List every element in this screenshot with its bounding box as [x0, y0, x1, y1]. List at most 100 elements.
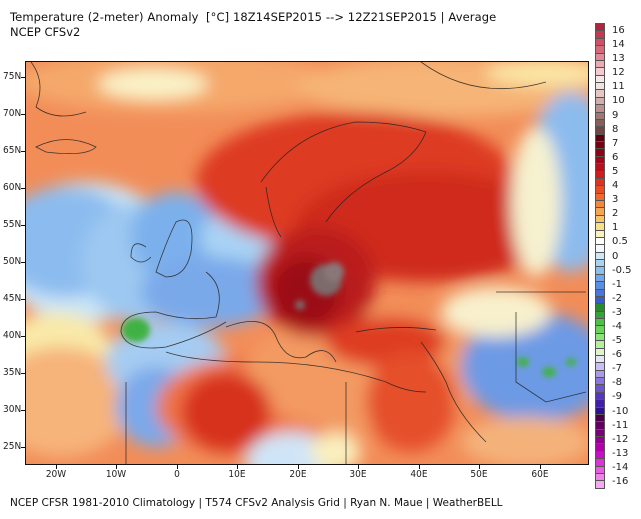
colorbar-cell [595, 319, 605, 327]
colorbar-cell [595, 83, 605, 91]
colorbar-cell [595, 119, 605, 128]
colorbar-cell [595, 252, 605, 260]
lon-tick [419, 465, 420, 469]
colorbar-cell [595, 142, 605, 150]
colorbar-cell [595, 90, 605, 98]
colorbar-label: -10 [612, 405, 629, 417]
colorbar-label: -5 [612, 335, 622, 347]
lat-label: 25N [3, 441, 22, 452]
colorbar-cell [595, 400, 605, 408]
colorbar-cell [595, 193, 605, 201]
colorbar-cell [595, 407, 605, 415]
colorbar-cell [595, 466, 605, 474]
colorbar-cell [595, 282, 605, 290]
lon-label: 50E [470, 469, 488, 480]
lat-label: 60N [3, 182, 22, 193]
lat-tick [21, 373, 25, 374]
lat-tick [21, 225, 25, 226]
colorbar-label: 3 [612, 194, 619, 206]
lon-label: 60E [531, 469, 549, 480]
colorbar-cell [595, 289, 605, 297]
colorbar-cell [595, 267, 605, 275]
lat-label: 75N [3, 71, 22, 82]
colorbar-label: -3 [612, 306, 622, 318]
colorbar-cell [595, 341, 605, 349]
colorbar-label: 9 [612, 109, 619, 121]
colorbar-label: 0.5 [612, 236, 628, 248]
colorbar-label: 2 [612, 208, 619, 220]
colorbar-cell [595, 451, 605, 460]
lon-label: 30E [349, 469, 367, 480]
colorbar-cell [595, 171, 605, 179]
colorbar-label: -16 [612, 476, 629, 487]
lon-tick [116, 465, 117, 469]
lon-tick [177, 465, 178, 469]
colorbar-cell [595, 326, 605, 334]
colorbar-label: -12 [612, 433, 629, 445]
colorbar-label: -2 [612, 292, 622, 304]
colorbar-cell [595, 127, 605, 135]
credits-footer: NCEP CFSR 1981-2010 Climatology | T574 C… [10, 497, 503, 509]
colorbar-cell [595, 437, 605, 445]
lat-tick [21, 336, 25, 337]
lat-label: 35N [3, 367, 22, 378]
lon-tick [540, 465, 541, 469]
colorbar-label: 12 [612, 67, 625, 79]
lat-label: 40N [3, 330, 22, 341]
colorbar-cell [595, 481, 605, 489]
colorbar-cell [595, 444, 605, 452]
lon-label: 10E [228, 469, 246, 480]
colorbar-cell [595, 215, 605, 224]
colorbar-label: -4 [612, 320, 622, 332]
colorbar-cell [595, 296, 605, 305]
colorbar-label: -6 [612, 349, 622, 361]
lat-tick [21, 151, 25, 152]
colorbar-cell [595, 149, 605, 157]
colorbar-cell [595, 459, 605, 467]
colorbar-cell [595, 178, 605, 187]
colorbar-cell [595, 473, 605, 482]
colorbar-label: 4 [612, 180, 619, 192]
anomaly-map [25, 61, 589, 465]
lat-label: 45N [3, 293, 22, 304]
colorbar-cell [595, 53, 605, 61]
colorbar-cell [595, 134, 605, 142]
colorbar-cell [595, 385, 605, 393]
lat-tick [21, 77, 25, 78]
lat-label: 55N [3, 219, 22, 230]
colorbar-cell [595, 75, 605, 83]
lon-tick [56, 465, 57, 469]
colorbar-cell [595, 392, 605, 401]
colorbar-cell [595, 31, 605, 39]
lon-label: 40E [410, 469, 428, 480]
colorbar-label: -7 [612, 363, 622, 375]
colorbar-cell [595, 24, 605, 32]
colorbar-cell [595, 105, 605, 113]
lat-tick [21, 262, 25, 263]
chart-title: Temperature (2-meter) Anomaly [°C] 18Z14… [10, 10, 497, 24]
colorbar-cell [595, 304, 605, 312]
lat-tick [21, 299, 25, 300]
colorbar-cell [595, 429, 605, 437]
colorbar-label: -1 [612, 278, 622, 290]
lon-tick [298, 465, 299, 469]
colorbar-label: 10 [612, 95, 625, 107]
colorbar [595, 23, 605, 489]
colorbar-cell [595, 46, 605, 54]
colorbar-label: -13 [612, 447, 629, 459]
colorbar-cell [595, 333, 605, 342]
colorbar-cell [595, 370, 605, 378]
colorbar-cell [595, 164, 605, 172]
lat-label: 70N [3, 108, 22, 119]
colorbar-cell [595, 260, 605, 268]
colorbar-label: 11 [612, 81, 625, 93]
colorbar-cell [595, 38, 605, 47]
lon-label: 20E [289, 469, 307, 480]
colorbar-cell [595, 156, 605, 165]
anomaly-field [26, 62, 588, 464]
colorbar-cell [595, 112, 605, 120]
lat-label: 65N [3, 145, 22, 156]
colorbar-cell [595, 355, 605, 364]
colorbar-cell [595, 348, 605, 356]
colorbar-label: 16 [612, 25, 625, 36]
